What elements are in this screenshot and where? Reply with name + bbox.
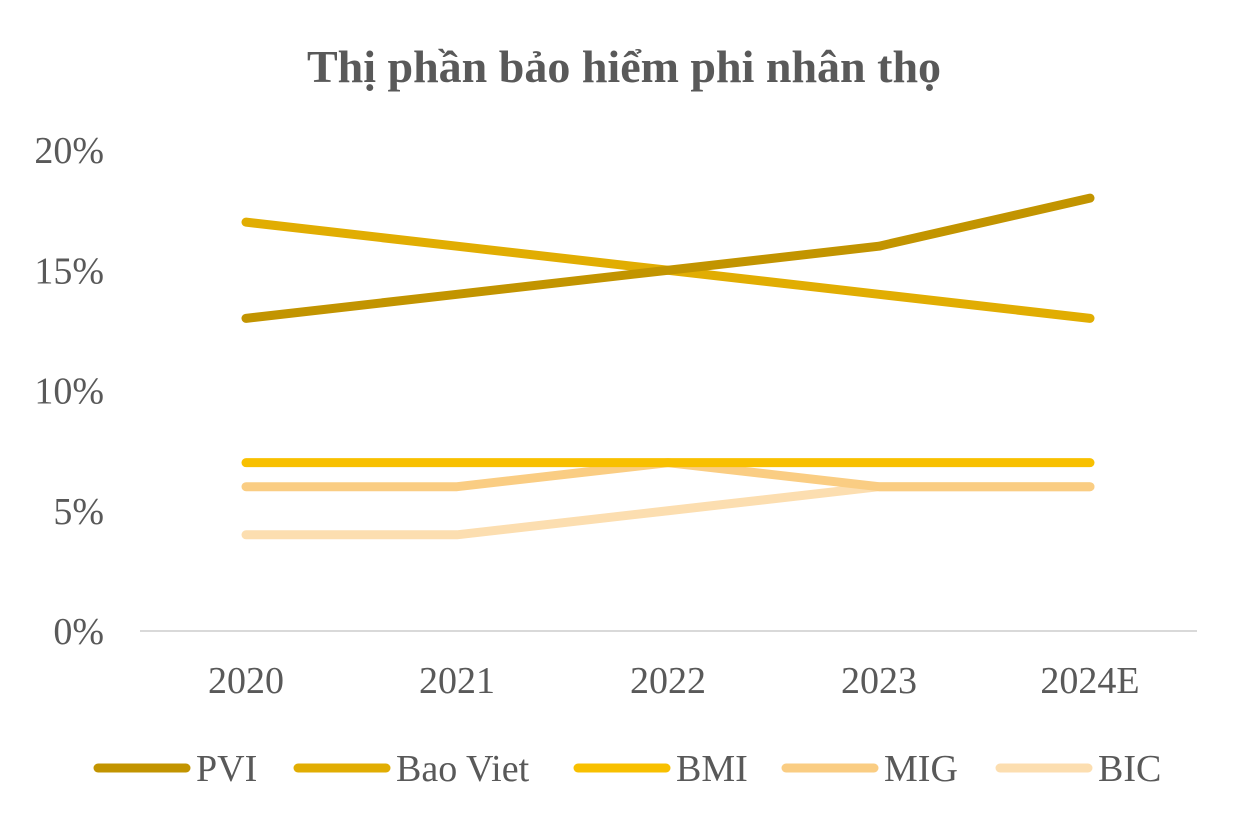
y-tick-label-1: 5%: [53, 491, 104, 533]
x-axis-tick-labels: 2020 2021 2022 2023 2024E: [208, 660, 1140, 702]
y-axis-tick-labels: 0% 5% 10% 15% 20%: [34, 130, 104, 653]
legend-item-bao-viet: Bao Viet: [293, 748, 530, 790]
legend-item-pvi: PVI: [93, 748, 257, 790]
chart-title: Thị phần bảo hiểm phi nhân thọ: [307, 41, 941, 92]
series-line-pvi: [241, 193, 1095, 323]
legend-label-bmi: BMI: [676, 748, 748, 790]
y-tick-label-3: 15%: [34, 250, 104, 292]
x-tick-label-3: 2023: [841, 660, 917, 702]
legend: PVI Bao Viet BMI MIG BIC: [93, 748, 1161, 790]
legend-item-mig: MIG: [781, 748, 958, 790]
legend-label-mig: MIG: [884, 748, 958, 790]
legend-label-bic: BIC: [1098, 748, 1161, 790]
x-tick-label-2: 2022: [630, 660, 706, 702]
series-lines: [241, 193, 1095, 540]
series-line-bic: [241, 482, 1095, 540]
y-tick-label-4: 20%: [34, 130, 104, 172]
legend-label-pvi: PVI: [196, 748, 257, 790]
x-tick-label-1: 2021: [419, 660, 495, 702]
legend-item-bic: BIC: [995, 748, 1161, 790]
x-tick-label-0: 2020: [208, 660, 284, 702]
legend-label-bao-viet: Bao Viet: [396, 748, 530, 790]
legend-item-bmi: BMI: [573, 748, 748, 790]
y-tick-label-2: 10%: [34, 371, 104, 413]
x-tick-label-4: 2024E: [1040, 660, 1139, 702]
y-tick-label-0: 0%: [53, 611, 104, 653]
